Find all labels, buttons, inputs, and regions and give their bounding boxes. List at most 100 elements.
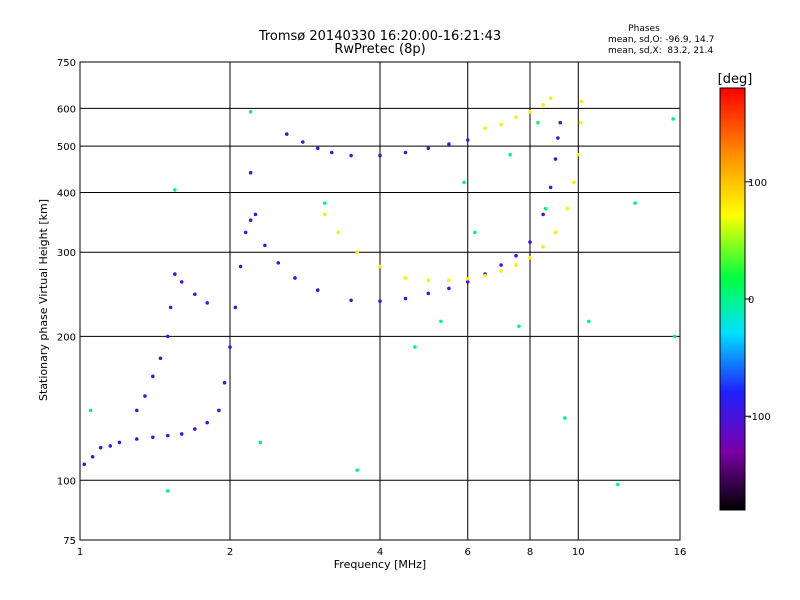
data-point [258,440,263,445]
data-point [349,298,353,303]
data-point [541,244,545,249]
data-point [355,468,359,472]
data-point [134,437,139,441]
colorbar-tick-label: 100 [748,178,767,189]
phases-line-o: mean, sd,O: -96.9, 14.7 [608,35,714,45]
data-point [108,444,113,448]
data-point [514,253,518,258]
data-point [672,334,677,339]
data-point [447,278,451,283]
grid-lines [80,62,680,540]
data-point [151,374,155,379]
data-point [248,110,253,114]
data-point [403,150,408,155]
data-point [548,96,553,100]
y-tick-label: 500 [57,142,76,153]
phases-line-x: mean, sd,X: 83.2, 21.4 [608,46,714,56]
data-point [248,170,253,175]
data-point [556,136,560,140]
data-point [541,212,545,217]
data-point [576,152,581,157]
data-point [671,117,675,121]
data-point [565,206,569,211]
data-point [378,264,382,269]
data-point [248,218,253,223]
data-point [541,103,545,107]
y-tick-label: 75 [63,536,76,547]
data-point [378,299,382,303]
data-point [143,394,147,398]
data-point [508,152,512,157]
data-point [536,120,540,125]
data-point [165,334,170,339]
chart-subtitle: RwPretec (8p) [334,42,425,57]
x-tick-label: 8 [527,547,533,558]
colorbar-tick-label: -100 [748,412,771,423]
data-point [426,278,431,283]
data-point [355,250,359,255]
x-tick-label: 6 [465,547,471,558]
data-point [579,99,584,104]
data-point [238,264,243,269]
data-point [88,408,93,413]
data-point [483,126,487,131]
data-point [447,142,451,146]
data-point [179,280,184,284]
data-point [483,273,487,278]
y-tick-label: 400 [57,188,76,199]
data-point [233,305,238,310]
data-point [378,153,382,158]
data-point [499,263,503,267]
data-point [462,180,466,185]
data-point [514,115,518,119]
data-point [528,240,532,244]
data-point [548,185,553,190]
data-point [587,319,591,324]
data-point [514,263,518,267]
data-point [517,324,521,329]
x-tick-label: 1 [77,547,83,558]
data-point [323,212,327,217]
data-point [193,427,197,431]
data-point [563,416,567,420]
data-point [323,201,327,205]
y-tick-label: 750 [57,58,76,69]
data-point [499,122,503,127]
data-point [205,301,209,305]
data-point [465,280,470,284]
x-tick-label: 10 [572,547,585,558]
data-point [82,462,87,467]
data-point [553,230,558,235]
data-point [276,261,281,265]
data-point [633,201,637,205]
data-point [253,212,258,217]
data-point [284,132,289,136]
data-point [528,110,532,114]
data-point [615,482,620,487]
y-tick-label: 600 [57,104,76,115]
data-point [243,230,248,235]
data-point [499,269,503,273]
data-point [222,380,227,385]
colorbar-tick-label: 0 [748,295,754,306]
data-point [165,489,170,493]
data-point [465,138,470,142]
x-tick-label: 2 [227,547,233,558]
data-point [543,206,548,211]
data-point [98,445,103,450]
y-tick-label: 200 [57,332,76,343]
data-point [528,256,532,260]
data-point [173,188,177,192]
data-point [165,433,170,438]
data-points [82,96,677,493]
data-point [578,120,583,125]
data-point [134,408,139,413]
data-point [263,243,267,248]
data-point [553,157,558,161]
data-point [151,435,155,440]
data-point [117,440,122,445]
data-point [179,432,184,436]
data-point [329,150,334,155]
data-point [315,288,320,292]
data-point [403,276,408,280]
